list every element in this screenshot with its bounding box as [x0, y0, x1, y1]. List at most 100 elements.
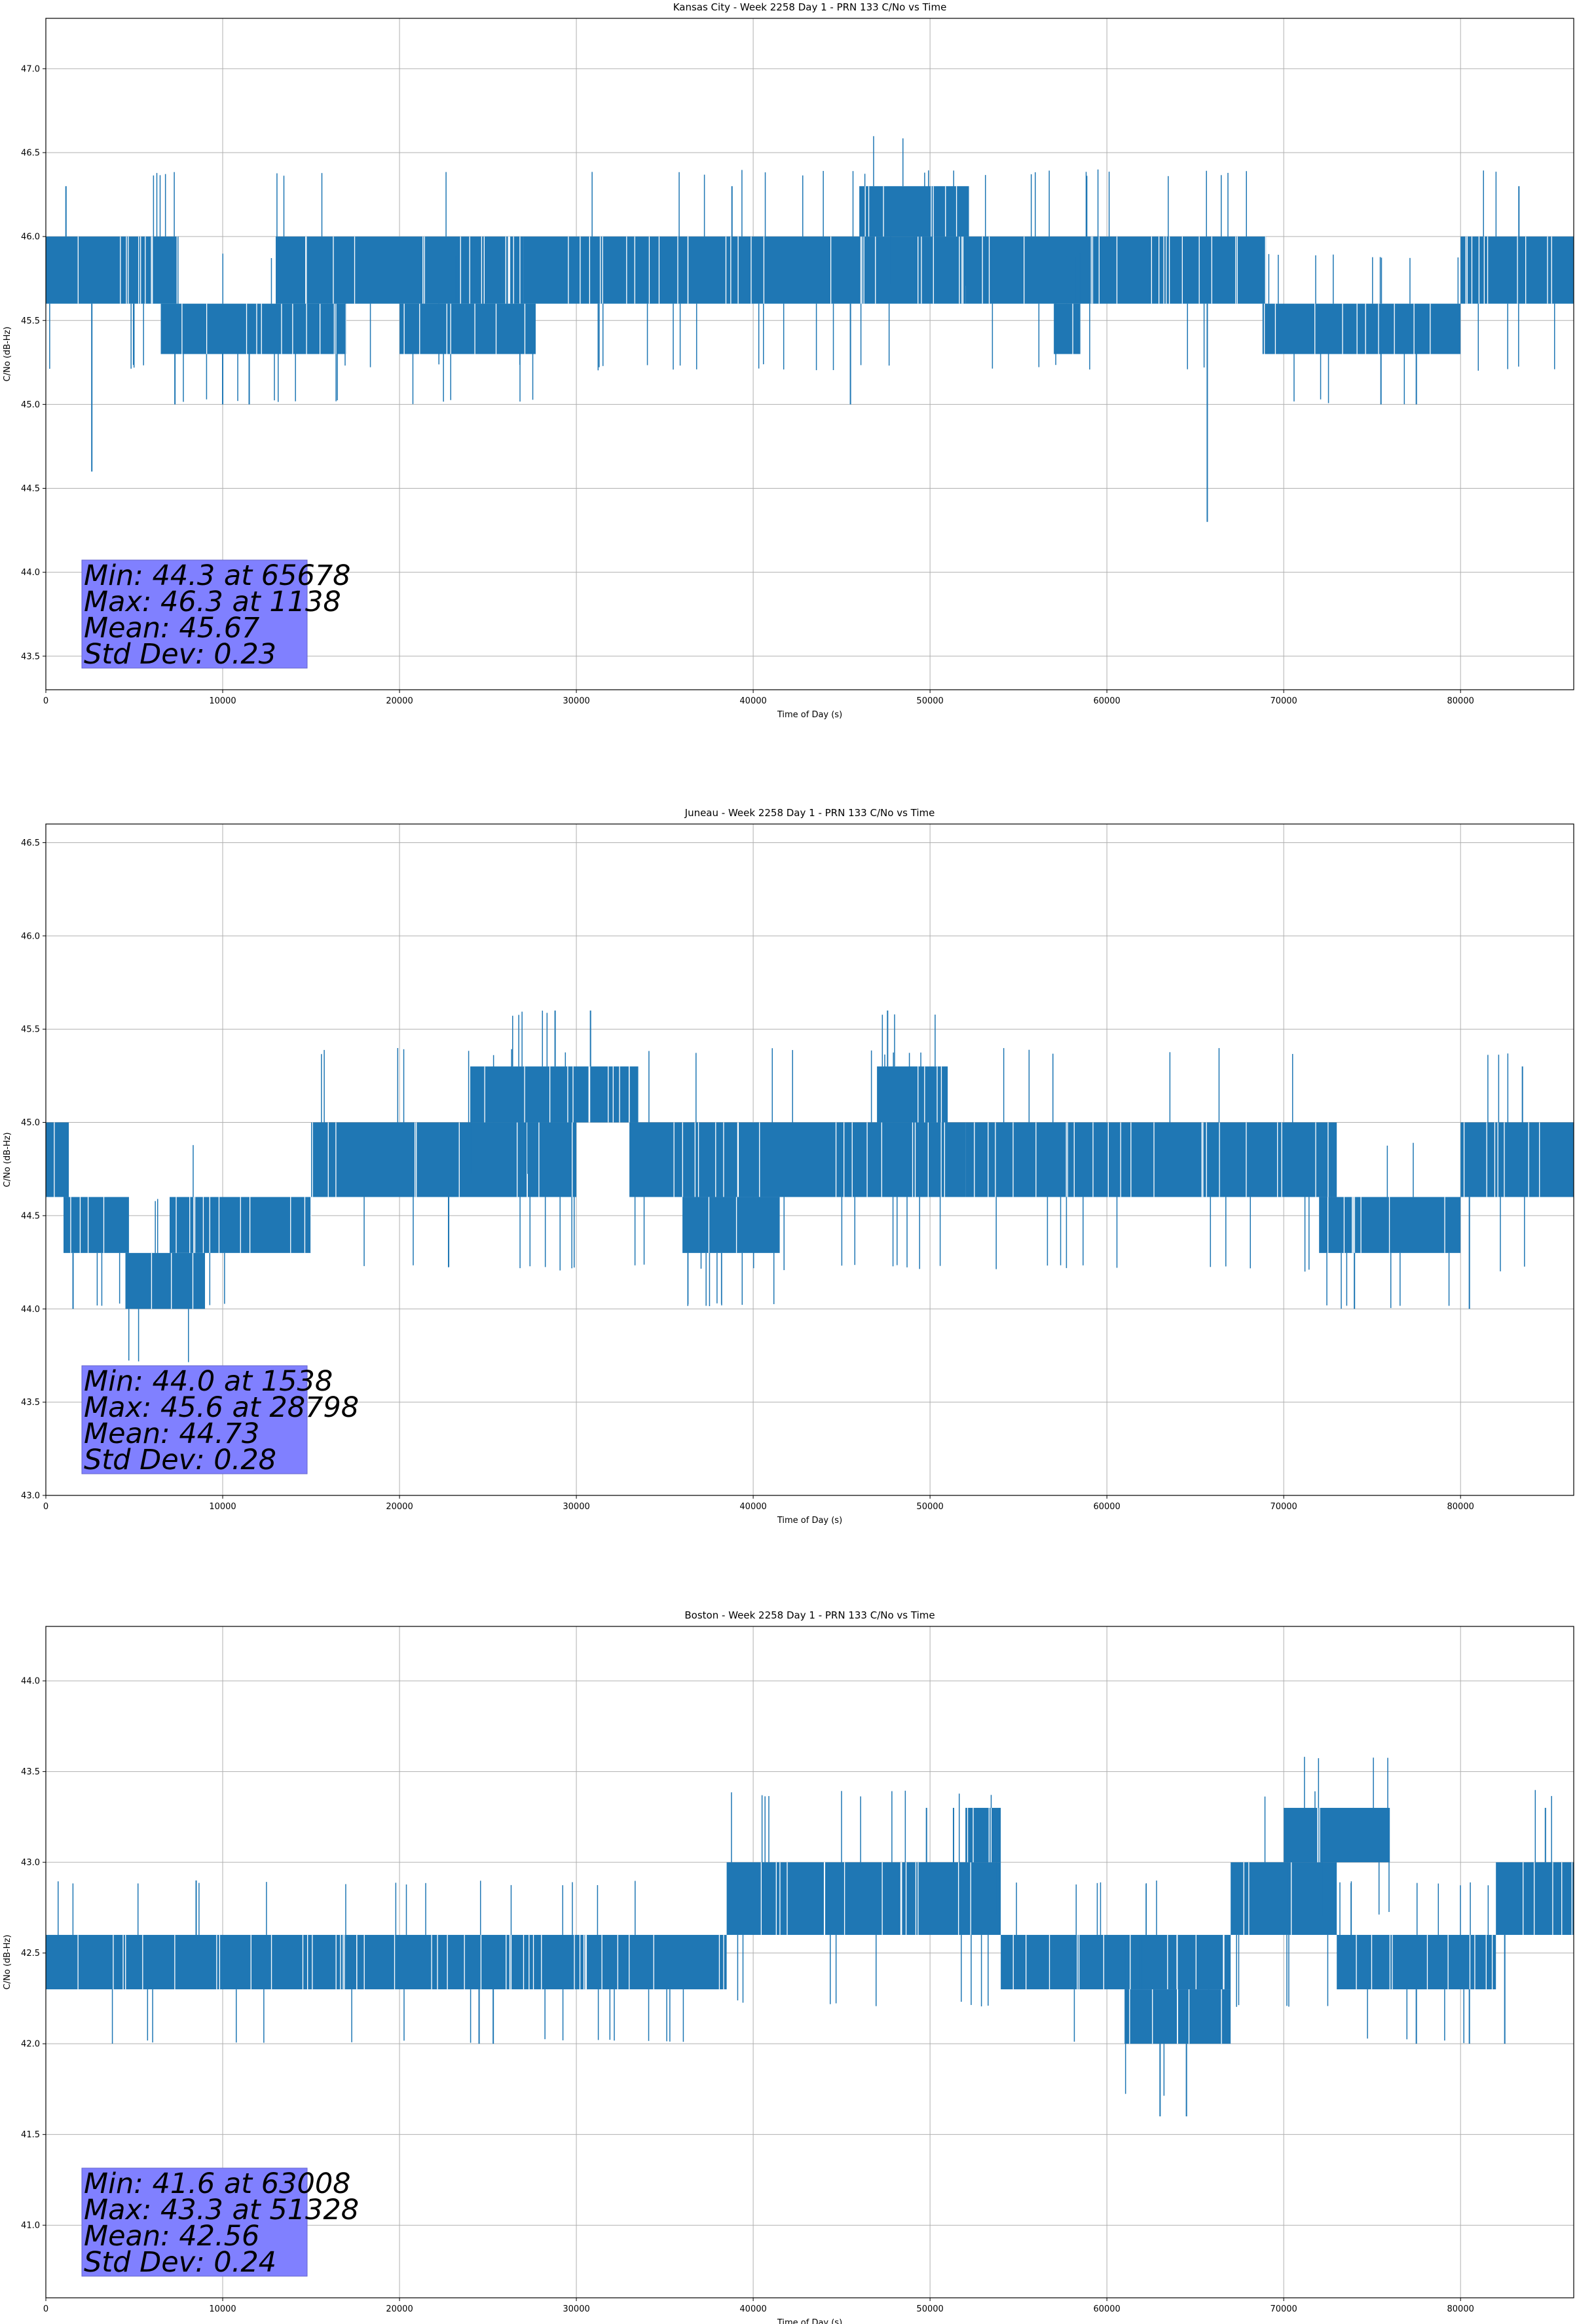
x-axis-label: Time of Day (s)	[777, 1516, 842, 1526]
x-axis-label: Time of Day (s)	[777, 710, 842, 720]
signal-band	[160, 303, 347, 354]
signal-band	[523, 236, 966, 304]
plot-frame	[45, 18, 1574, 690]
signal-band	[859, 186, 969, 237]
signal-band	[46, 236, 179, 304]
y-axis-label: C/No (dB-Hz)	[3, 1133, 12, 1188]
data-series	[46, 1010, 1574, 1362]
x-tick-label: 20000	[386, 1502, 413, 1512]
signal-band	[1001, 1934, 1231, 1990]
y-tick-label: 43.5	[21, 1398, 40, 1408]
stats-line: Mean: 45.67	[84, 612, 259, 645]
signal-band	[965, 1122, 1337, 1197]
stats-line: Mean: 44.73	[84, 1417, 259, 1450]
signal-band	[1337, 1934, 1496, 1990]
signal-band	[965, 236, 1267, 304]
y-tick-label: 47.0	[21, 64, 40, 74]
y-tick-label: 46.0	[21, 233, 40, 242]
y-tick-label: 42.5	[21, 1949, 40, 1959]
chart-panel-3: Boston - Week 2258 Day 1 - PRN 133 C/No …	[3, 1609, 1574, 2324]
x-tick-label: 60000	[1093, 2304, 1120, 2314]
signal-band	[965, 1808, 1001, 1863]
plot-frame	[45, 823, 1574, 1496]
stats-line: Std Dev: 0.28	[84, 1444, 276, 1476]
x-tick-label: 50000	[916, 696, 943, 706]
signal-band	[1262, 303, 1461, 354]
y-tick-label: 45.0	[21, 400, 40, 410]
y-tick-label: 45.0	[21, 1118, 40, 1128]
x-tick-label: 20000	[386, 2304, 413, 2314]
signal-band	[1284, 1808, 1390, 1863]
x-tick-label: 60000	[1093, 1502, 1120, 1512]
x-tick-label: 70000	[1270, 2304, 1297, 2314]
stats-line: Std Dev: 0.24	[84, 2246, 276, 2279]
y-axis-label: C/No (dB-Hz)	[3, 327, 12, 382]
data-series	[46, 136, 1574, 522]
signal-band	[1460, 1122, 1574, 1197]
data-series	[46, 1757, 1574, 2116]
y-tick-label: 43.5	[21, 652, 40, 662]
y-tick-label: 41.0	[21, 2221, 40, 2231]
x-tick-label: 30000	[563, 696, 589, 706]
signal-band	[125, 1252, 206, 1309]
x-tick-label: 30000	[563, 1502, 589, 1512]
x-tick-label: 30000	[563, 2304, 589, 2314]
stats-line: Min: 41.6 at 63008	[84, 2167, 351, 2200]
y-tick-label: 44.0	[21, 1305, 40, 1315]
signal-band	[470, 1066, 639, 1123]
y-tick-label: 46.5	[21, 838, 40, 848]
x-tick-label: 20000	[386, 696, 413, 706]
signal-band	[682, 1197, 780, 1253]
signal-band	[46, 1122, 69, 1197]
signal-band	[311, 1122, 577, 1197]
stats-line: Min: 44.0 at 1538	[84, 1365, 333, 1398]
x-tick-label: 10000	[209, 2304, 236, 2314]
y-tick-label: 44.5	[21, 484, 40, 494]
y-tick-label: 46.5	[21, 149, 40, 159]
chart-title: Juneau - Week 2258 Day 1 - PRN 133 C/No …	[684, 807, 935, 819]
y-tick-label: 45.5	[21, 1025, 40, 1035]
x-tick-label: 50000	[916, 2304, 943, 2314]
x-tick-label: 70000	[1270, 1502, 1297, 1512]
y-tick-label: 43.0	[21, 1491, 40, 1501]
stats-line: Max: 45.6 at 28798	[84, 1391, 359, 1424]
x-tick-label: 60000	[1093, 696, 1120, 706]
x-axis-label: Time of Day (s)	[777, 2318, 842, 2324]
stats-box	[81, 1365, 308, 1474]
stats-line: Std Dev: 0.23	[84, 638, 276, 671]
signal-band	[629, 1122, 966, 1197]
x-tick-label: 0	[43, 1502, 48, 1512]
y-axis-label: C/No (dB-Hz)	[3, 1935, 12, 1990]
signal-band	[877, 1066, 948, 1123]
signal-band	[276, 236, 524, 304]
y-tick-label: 45.5	[21, 316, 40, 326]
signal-band	[64, 1197, 129, 1253]
x-tick-label: 80000	[1447, 696, 1474, 706]
y-tick-label: 44.0	[21, 568, 40, 578]
signal-band	[726, 1862, 1001, 1935]
plot-frame	[45, 1626, 1574, 2298]
y-tick-label: 41.5	[21, 2130, 40, 2140]
chart-panel-1: Kansas City - Week 2258 Day 1 - PRN 133 …	[3, 1, 1574, 720]
signal-band	[399, 303, 536, 354]
stats-line: Max: 43.3 at 51328	[84, 2194, 359, 2226]
y-tick-label: 46.0	[21, 931, 40, 941]
x-tick-label: 0	[43, 696, 48, 706]
x-tick-label: 0	[43, 2304, 48, 2314]
y-tick-label: 42.0	[21, 2040, 40, 2050]
signal-band	[1231, 1862, 1337, 1935]
chart-panel-2: Juneau - Week 2258 Day 1 - PRN 133 C/No …	[3, 807, 1574, 1526]
y-tick-label: 44.0	[21, 1677, 40, 1687]
signal-band	[46, 1934, 727, 1990]
y-tick-label: 43.0	[21, 1858, 40, 1868]
signal-band	[1496, 1862, 1574, 1935]
stats-box	[81, 559, 308, 669]
x-tick-label: 10000	[209, 1502, 236, 1512]
x-tick-label: 50000	[916, 1502, 943, 1512]
stats-box	[81, 2167, 308, 2277]
x-tick-label: 40000	[739, 2304, 766, 2314]
x-tick-label: 80000	[1447, 1502, 1474, 1512]
y-tick-label: 44.5	[21, 1211, 40, 1221]
signal-band	[1054, 303, 1081, 354]
